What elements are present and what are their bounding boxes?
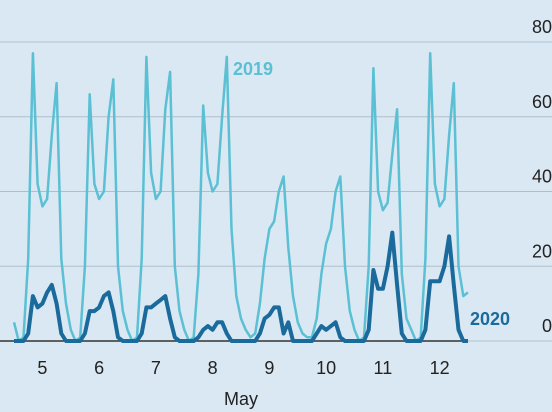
y-tick-label: 40: [532, 167, 552, 187]
x-tick-label: 12: [430, 358, 450, 378]
y-tick-label: 60: [532, 92, 552, 112]
series-label: 2020: [470, 309, 510, 329]
series-label: 2019: [233, 59, 273, 79]
line-series: [12, 51, 469, 343]
x-tick-label: 8: [208, 358, 218, 378]
y-tick-label: 0: [542, 316, 552, 336]
x-tick-label: 10: [316, 358, 336, 378]
x-tick-label: 7: [151, 358, 161, 378]
x-tick-label: 5: [37, 358, 47, 378]
line-series: [14, 230, 468, 343]
x-tick-label: 6: [94, 358, 104, 378]
y-tick-label: 80: [532, 17, 552, 37]
y-tick-label: 20: [532, 241, 552, 261]
x-tick-label: 9: [264, 358, 274, 378]
x-tick-label: 11: [374, 358, 393, 378]
x-axis-label: May: [224, 389, 258, 409]
